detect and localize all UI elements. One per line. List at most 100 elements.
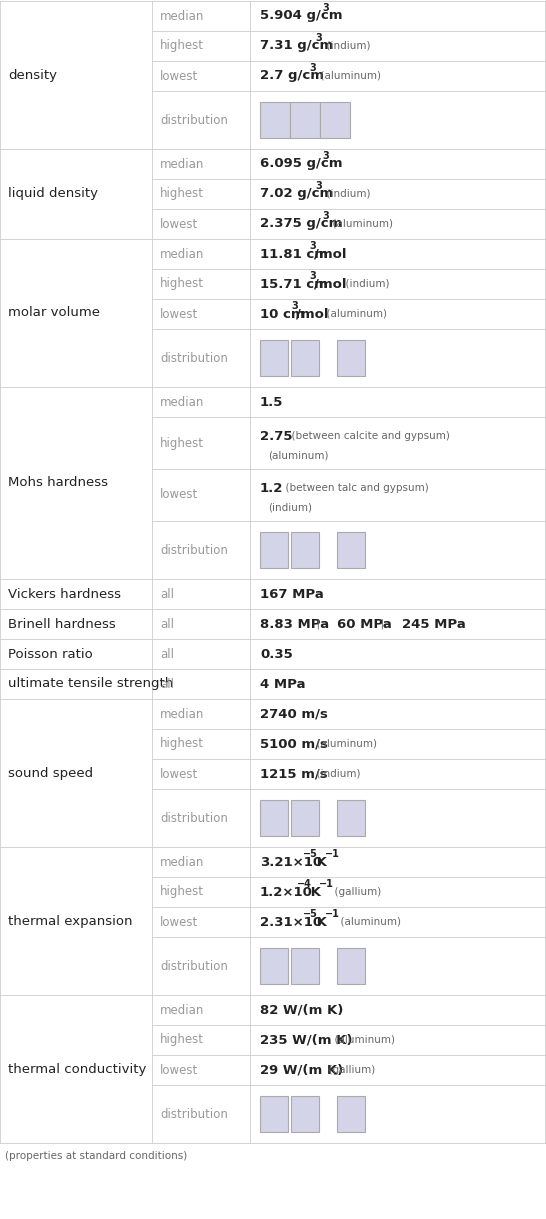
Text: 3: 3 — [316, 180, 323, 191]
Text: median: median — [160, 157, 204, 171]
Text: 245 MPa: 245 MPa — [402, 618, 466, 630]
Text: density: density — [8, 68, 57, 82]
Text: (gallium): (gallium) — [328, 887, 381, 897]
Text: median: median — [160, 707, 204, 720]
Text: /mol: /mol — [314, 278, 347, 290]
Text: lowest: lowest — [160, 217, 198, 230]
Text: −1: −1 — [325, 909, 340, 919]
Text: 1.2: 1.2 — [260, 482, 283, 495]
Text: all: all — [160, 678, 174, 690]
Text: 2740 m/s: 2740 m/s — [260, 707, 328, 720]
Bar — [337, 800, 365, 836]
Text: 10 cm: 10 cm — [260, 307, 305, 321]
Bar — [337, 531, 365, 568]
Text: 3: 3 — [316, 33, 323, 43]
Bar — [291, 948, 319, 984]
Text: /mol: /mol — [314, 247, 347, 261]
Text: 8.83 MPa: 8.83 MPa — [260, 618, 329, 630]
Text: (indium): (indium) — [339, 279, 389, 289]
Text: median: median — [160, 856, 204, 868]
Text: (aluminum): (aluminum) — [334, 917, 401, 926]
Text: all: all — [160, 618, 174, 630]
Text: 1.2×10: 1.2×10 — [260, 885, 313, 898]
Text: 2.31×10: 2.31×10 — [260, 915, 322, 929]
Text: 3: 3 — [322, 2, 329, 13]
Text: 0.35: 0.35 — [260, 647, 293, 661]
Text: highest: highest — [160, 278, 204, 290]
Text: 2.7 g/cm: 2.7 g/cm — [260, 69, 324, 83]
Text: ultimate tensile strength: ultimate tensile strength — [8, 678, 173, 690]
Text: 1215 m/s: 1215 m/s — [260, 768, 328, 780]
Text: (indium): (indium) — [321, 189, 371, 199]
Text: median: median — [160, 10, 204, 22]
Bar — [320, 102, 350, 138]
Text: thermal conductivity: thermal conductivity — [8, 1063, 146, 1075]
Bar — [260, 102, 290, 138]
Text: −4: −4 — [297, 879, 312, 889]
Text: lowest: lowest — [160, 489, 198, 501]
Text: lowest: lowest — [160, 1063, 198, 1076]
Text: 11.81 cm: 11.81 cm — [260, 247, 328, 261]
Text: 5.904 g/cm: 5.904 g/cm — [260, 10, 342, 22]
Text: Poisson ratio: Poisson ratio — [8, 647, 93, 661]
Text: 3: 3 — [310, 271, 316, 282]
Bar — [260, 340, 288, 375]
Text: lowest: lowest — [160, 69, 198, 83]
Text: (between talc and gypsum): (between talc and gypsum) — [278, 483, 429, 492]
Text: (aluminum): (aluminum) — [327, 219, 394, 229]
Text: 7.02 g/cm: 7.02 g/cm — [260, 188, 333, 200]
Text: /mol: /mol — [295, 307, 328, 321]
Text: 82 W/(m K): 82 W/(m K) — [260, 1003, 343, 1017]
Text: highest: highest — [160, 39, 204, 52]
Text: distribution: distribution — [160, 113, 228, 127]
Text: 3.21×10: 3.21×10 — [260, 856, 322, 868]
Text: −5: −5 — [304, 909, 318, 919]
Bar — [260, 800, 288, 836]
Bar — [337, 948, 365, 984]
Bar — [337, 1096, 365, 1132]
Text: |: | — [375, 619, 391, 629]
Text: Vickers hardness: Vickers hardness — [8, 588, 121, 601]
Bar — [291, 1096, 319, 1132]
Text: (aluminum): (aluminum) — [314, 71, 381, 80]
Text: K: K — [312, 915, 327, 929]
Text: −5: −5 — [304, 848, 318, 859]
Text: distribution: distribution — [160, 351, 228, 364]
Text: (properties at standard conditions): (properties at standard conditions) — [5, 1151, 187, 1160]
Text: median: median — [160, 247, 204, 261]
Bar — [260, 1096, 288, 1132]
Bar — [291, 340, 319, 375]
Text: distribution: distribution — [160, 812, 228, 824]
Text: 6.095 g/cm: 6.095 g/cm — [260, 157, 342, 171]
Text: Mohs hardness: Mohs hardness — [8, 477, 108, 490]
Text: thermal expansion: thermal expansion — [8, 914, 133, 928]
Text: −1: −1 — [319, 879, 334, 889]
Text: (aluminum): (aluminum) — [328, 1035, 395, 1045]
Text: Brinell hardness: Brinell hardness — [8, 618, 116, 630]
Text: median: median — [160, 1003, 204, 1017]
Text: 3: 3 — [310, 241, 316, 251]
Text: 2.375 g/cm: 2.375 g/cm — [260, 217, 342, 230]
Text: 1.5: 1.5 — [260, 395, 283, 408]
Bar — [260, 948, 288, 984]
Text: distribution: distribution — [160, 1108, 228, 1120]
Text: 3: 3 — [291, 301, 298, 311]
Text: lowest: lowest — [160, 307, 198, 321]
Bar — [290, 102, 320, 138]
Text: 60 MPa: 60 MPa — [337, 618, 392, 630]
Text: sound speed: sound speed — [8, 767, 93, 779]
Text: median: median — [160, 395, 204, 408]
Text: 3: 3 — [322, 211, 329, 221]
Text: (between calcite and gypsum): (between calcite and gypsum) — [285, 432, 450, 441]
Text: highest: highest — [160, 737, 204, 751]
Text: K: K — [312, 856, 327, 868]
Text: 2.75: 2.75 — [260, 429, 293, 442]
Text: 235 W/(m K): 235 W/(m K) — [260, 1034, 353, 1046]
Text: 167 MPa: 167 MPa — [260, 588, 324, 601]
Text: (aluminum): (aluminum) — [321, 308, 387, 319]
Text: highest: highest — [160, 188, 204, 200]
Text: distribution: distribution — [160, 544, 228, 557]
Text: all: all — [160, 588, 174, 601]
Bar — [260, 531, 288, 568]
Text: (gallium): (gallium) — [322, 1065, 375, 1075]
